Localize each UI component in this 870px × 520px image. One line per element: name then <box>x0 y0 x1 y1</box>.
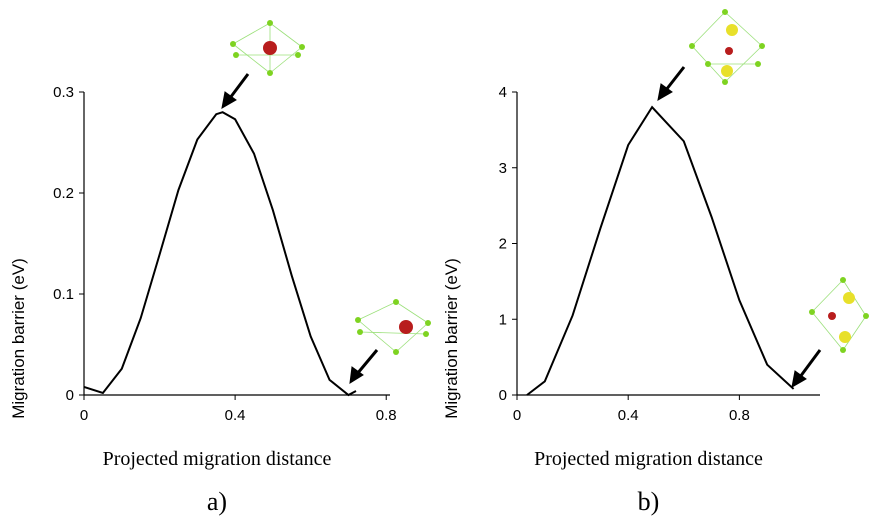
x-tick-label: 0 <box>513 407 521 424</box>
panel-label: a) <box>207 487 227 516</box>
molecule-icon <box>230 20 305 76</box>
molecule-icon <box>355 299 431 355</box>
y-tick-label: 4 <box>499 84 507 101</box>
y-axis-label: Migration barrier (eV) <box>442 258 461 419</box>
y-tick-label: 0 <box>499 387 507 404</box>
x-tick-label: 0 <box>80 407 88 424</box>
y-tick-label: 0.2 <box>53 185 74 202</box>
panel-label: b) <box>638 487 660 516</box>
x-axis-label: Projected migration distance <box>534 448 763 470</box>
curve <box>527 107 794 395</box>
x-tick-label: 0.4 <box>618 407 639 424</box>
y-tick-label: 1 <box>499 311 507 328</box>
y-tick-label: 0.3 <box>53 84 74 101</box>
x-tick-label: 0.8 <box>729 407 750 424</box>
y-axis-label: Migration barrier (eV) <box>9 258 28 419</box>
y-tick-label: 0 <box>66 387 74 404</box>
molecule-icon <box>809 277 869 353</box>
x-tick-label: 0.4 <box>225 407 246 424</box>
y-tick-label: 3 <box>499 160 507 177</box>
y-tick-label: 0.1 <box>53 286 74 303</box>
figure: 0 0.1 0.2 0.3 0 0.4 0.8 Projected migration dis… <box>0 0 870 520</box>
x-tick-label: 0.8 <box>376 407 397 424</box>
curve <box>84 112 356 395</box>
x-axis-label: Projected migration distance <box>103 448 332 470</box>
molecule-icon <box>689 9 765 85</box>
y-tick-label: 2 <box>499 236 507 253</box>
